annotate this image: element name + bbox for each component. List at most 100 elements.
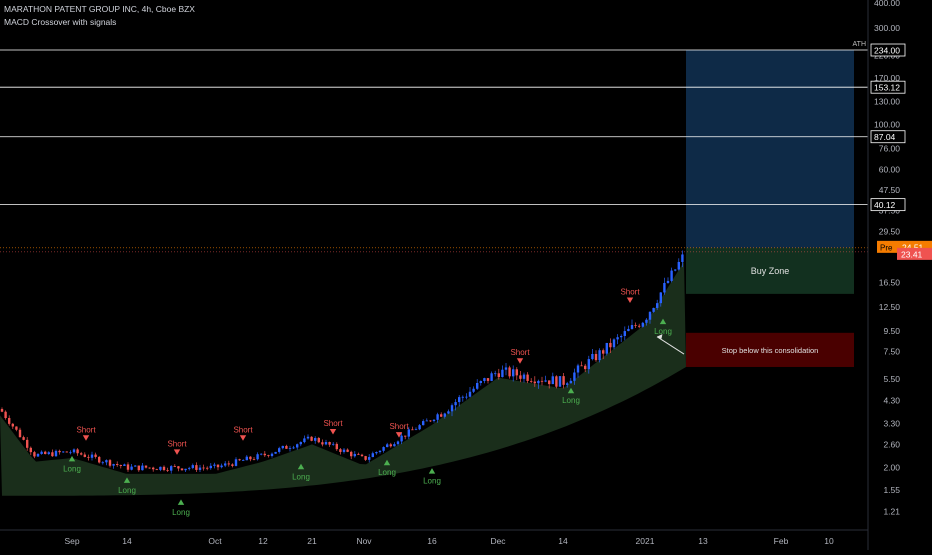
level-price-label: 153.12 [874,83,900,93]
candle [206,466,209,471]
candle [94,452,97,459]
long-label: Long [378,468,396,477]
y-tick-label: 2.60 [883,440,900,450]
y-tick-label: 16.50 [879,278,901,288]
candle [26,437,29,451]
candle [339,447,342,455]
candle [152,466,155,472]
candle [443,412,446,419]
candle [15,426,18,432]
candle [260,453,263,456]
candle [530,378,533,383]
candle [454,399,457,411]
candle [195,462,198,472]
short-label: Short [389,422,409,431]
candle [18,427,22,438]
pre-value: 24.51 [902,242,924,252]
candle [353,451,356,458]
candle [274,451,277,454]
candle [173,464,176,468]
short-arrow-icon [516,358,524,364]
candle [414,427,418,431]
candle [465,393,468,400]
candle [645,318,648,326]
candle [11,422,14,429]
candle [332,442,335,446]
candle [242,459,245,462]
candle [375,451,378,455]
candle [540,376,544,386]
area-fill [0,261,686,496]
target-zone[interactable] [686,50,854,248]
long-signal: Long [292,463,310,481]
x-tick-label: 10 [824,536,834,546]
candle [393,442,396,447]
y-tick-label: 3.30 [883,419,900,429]
price-axis[interactable]: 400.00300.00220.00170.00130.00100.0076.0… [868,0,932,550]
candle [663,277,666,295]
long-label: Long [562,396,580,405]
candle [72,448,76,454]
short-label: Short [510,348,530,357]
candles [0,250,684,474]
candle [436,412,439,423]
candle [220,463,223,469]
candle [40,450,43,455]
y-tick-label: 47.50 [879,185,901,195]
candle [634,322,637,328]
candle [321,439,324,447]
candle [486,378,490,384]
candle [335,442,338,451]
candle [411,426,414,431]
candle [346,448,349,453]
candle [33,450,36,459]
short-signal: Short [510,348,530,364]
candle [537,379,540,389]
candle [602,348,605,360]
buy-zone[interactable] [686,247,854,294]
long-signal: Long [118,477,136,495]
candle [501,365,504,378]
candle [101,461,104,465]
candle [213,462,216,469]
candle [296,443,299,450]
x-tick-label: 14 [122,536,132,546]
candle [378,450,382,454]
candle [69,450,72,455]
candle [98,455,101,464]
candle [224,461,227,468]
candle [303,435,306,444]
candle [188,466,191,471]
candle [306,434,310,440]
candle [134,465,137,467]
candle [677,258,680,271]
candle [627,325,630,332]
candle [450,403,454,417]
last-price-tag [897,247,932,260]
short-arrow-icon [329,428,337,435]
candle [483,377,486,384]
candle [407,426,410,439]
candle [234,457,238,467]
candle [281,445,284,450]
indicator-name: MACD Crossover with signals [4,17,117,27]
candle [519,370,522,383]
stop-zone[interactable] [686,332,854,367]
short-arrow-icon [626,297,634,303]
candle [278,446,281,454]
long-arrow-icon [297,463,305,470]
x-tick-label: Dec [490,536,506,546]
long-arrow-icon [383,459,391,466]
time-axis[interactable]: Sep 14 Oct 12 21 Nov 16 Dec 14 2021 13 Feb 10 [0,0,869,550]
candle [51,449,54,457]
trade-zones: Buy Zone Stop below this consolidation [686,50,854,367]
candle [184,468,187,473]
candle [429,420,432,423]
candle [65,451,68,453]
candle [144,465,148,469]
candle [472,386,475,394]
candle [476,379,479,390]
short-signal: Short [167,439,187,455]
